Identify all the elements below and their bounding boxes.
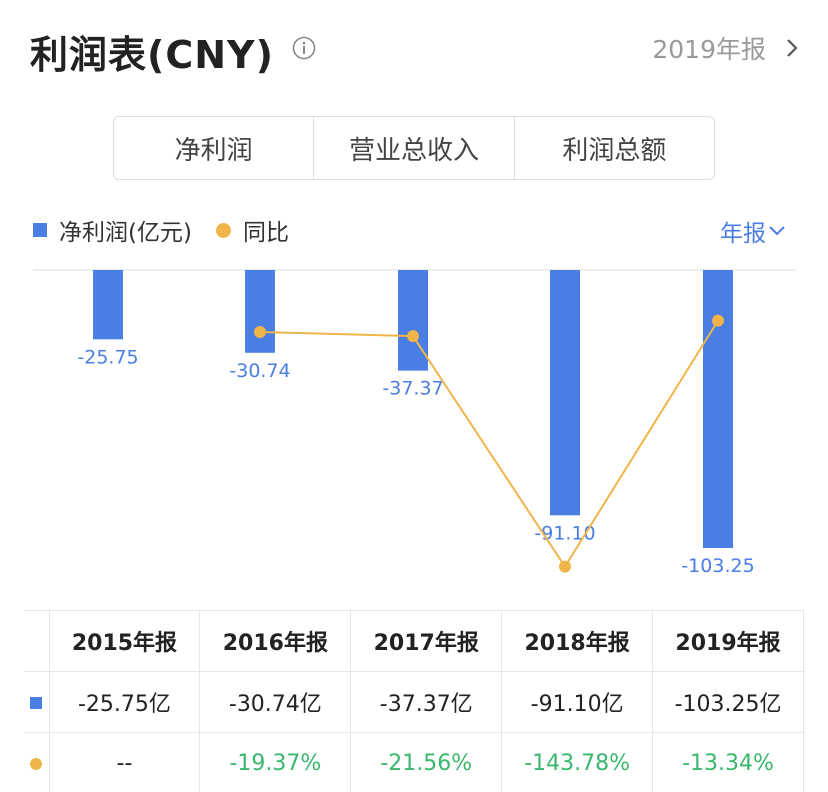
table-cell: -143.78% (501, 732, 654, 792)
table-cell: -19.37% (199, 732, 352, 792)
chart-legend: 净利润(亿元) 同比 (33, 212, 289, 248)
bar-value-label: -91.10 (534, 522, 595, 544)
row-marker-cell (24, 671, 50, 733)
net-profit-bar[interactable] (703, 270, 733, 548)
chevron-right-icon[interactable] (784, 36, 800, 60)
period-selector[interactable]: 年报 (720, 221, 766, 247)
table-header-cell: 2015年报 (48, 610, 201, 672)
yoy-point[interactable] (712, 314, 724, 327)
line-legend-label: 同比 (242, 220, 289, 246)
report-period-link[interactable]: 2019年报 (652, 35, 766, 64)
tab-net-profit[interactable]: 净利润 (174, 135, 253, 166)
table-cell: -37.37亿 (350, 671, 503, 733)
metric-tabs: 净利润 营业总收入 利润总额 (113, 116, 715, 180)
table-header-cell: 2019年报 (652, 610, 804, 672)
line-legend-swatch (215, 222, 231, 238)
table-cell: -- (48, 732, 201, 792)
bar-value-label: -30.74 (229, 360, 290, 382)
row-marker-cell (24, 732, 50, 792)
bar-value-label: -25.75 (77, 346, 138, 368)
chevron-down-icon[interactable] (768, 224, 786, 238)
bar-legend-label: 净利润(亿元) (59, 220, 192, 246)
table-header-cell: 2017年报 (350, 610, 503, 672)
yoy-point[interactable] (559, 560, 571, 573)
bar-value-label: -103.25 (681, 555, 754, 577)
tab-total-revenue[interactable]: 营业总收入 (313, 117, 513, 179)
table-cell: -103.25亿 (652, 671, 804, 733)
net-profit-chart: -25.75 -30.74 -37.37 -91.10 -103.25 (33, 269, 796, 577)
table-cell: -30.74亿 (199, 671, 352, 733)
bar-series-marker (30, 696, 43, 709)
table-header-cell: 2016年报 (199, 610, 352, 672)
table-cell: -21.56% (350, 732, 503, 792)
table-corner-cell (24, 610, 50, 672)
table-row-yoy: -- -19.37% -21.56% -143.78% -13.34% (24, 732, 804, 792)
net-profit-bar[interactable] (550, 270, 580, 516)
tab-total-profit[interactable]: 利润总额 (513, 117, 714, 179)
data-table: 2015年报 2016年报 2017年报 2018年报 2019年报 -25.7… (24, 610, 804, 792)
table-cell: -25.75亿 (48, 671, 201, 733)
table-cell: -91.10亿 (501, 671, 654, 733)
table-header-cell: 2018年报 (501, 610, 654, 672)
net-profit-bar[interactable] (93, 270, 123, 340)
bar-legend-swatch (33, 223, 47, 237)
yoy-point[interactable] (407, 330, 419, 343)
net-profit-bar[interactable] (398, 270, 428, 371)
table-cell: -13.34% (652, 732, 804, 792)
header: 利润表(CNY) 2019年报 (30, 20, 802, 77)
line-series-marker (30, 757, 43, 770)
table-header-row: 2015年报 2016年报 2017年报 2018年报 2019年报 (24, 610, 804, 672)
yoy-line (259, 320, 719, 569)
net-profit-bar[interactable] (245, 270, 275, 353)
bar-value-label: -37.37 (382, 378, 443, 400)
page-title: 利润表(CNY) (30, 33, 274, 77)
info-icon[interactable] (292, 36, 316, 60)
yoy-point[interactable] (254, 326, 266, 339)
table-row-net-profit: -25.75亿 -30.74亿 -37.37亿 -91.10亿 -103.25亿 (24, 671, 804, 733)
